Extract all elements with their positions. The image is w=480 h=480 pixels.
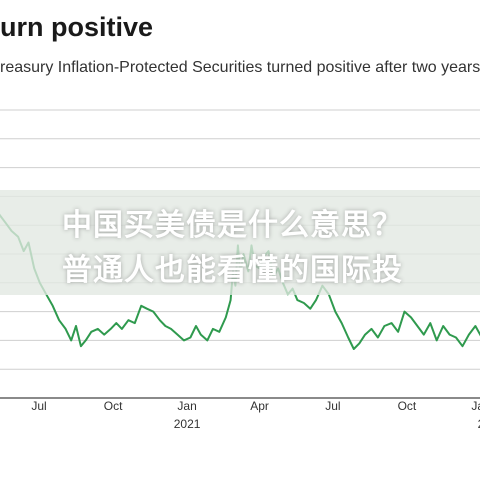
x-axis-ticks: Jul Oct Jan 2021 Apr Jul Oct Jan 2	[31, 399, 480, 431]
watermark-line-2: 普通人也能看懂的国际投	[62, 253, 403, 288]
x-tick-label: Jan	[177, 399, 196, 413]
x-tick-label: Jul	[31, 399, 46, 413]
chart-subtitle: reasury Inflation-Protected Securities t…	[0, 59, 480, 76]
x-tick-year-label: 2021	[174, 417, 201, 431]
chart-title: urn positive	[0, 12, 154, 42]
x-tick-label: Oct	[104, 399, 123, 413]
watermark-line-1: 中国买美债是什么意思？	[62, 208, 403, 243]
x-tick-label: Jul	[325, 399, 340, 413]
x-tick-label: Apr	[250, 399, 269, 413]
x-tick-label: Oct	[398, 399, 417, 413]
watermark-banner	[0, 190, 480, 295]
x-tick-year-label: 2	[478, 417, 480, 431]
x-tick-label: Jan	[471, 399, 480, 413]
